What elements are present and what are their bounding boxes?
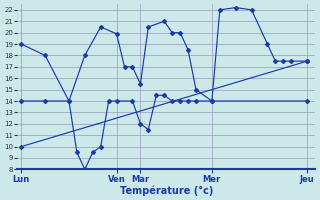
X-axis label: Température (°c): Température (°c): [119, 185, 213, 196]
